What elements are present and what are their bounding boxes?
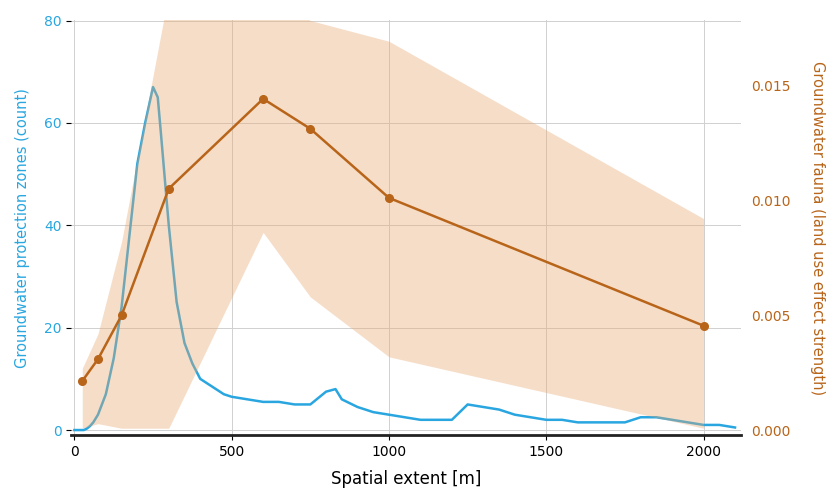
Y-axis label: Groundwater fauna (land use effect strength): Groundwater fauna (land use effect stren…: [810, 61, 825, 395]
X-axis label: Spatial extent [m]: Spatial extent [m]: [331, 470, 481, 488]
Y-axis label: Groundwater protection zones (count): Groundwater protection zones (count): [15, 88, 30, 368]
